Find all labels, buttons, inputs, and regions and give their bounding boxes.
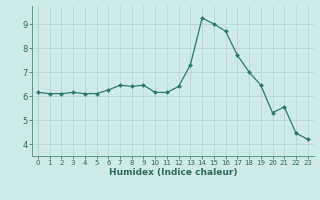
- X-axis label: Humidex (Indice chaleur): Humidex (Indice chaleur): [108, 168, 237, 177]
